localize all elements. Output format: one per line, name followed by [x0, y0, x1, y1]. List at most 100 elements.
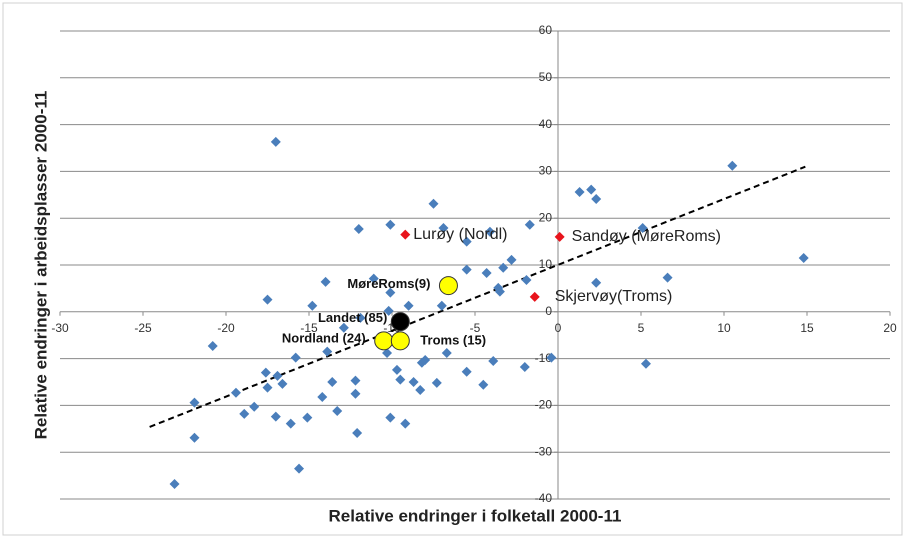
point [332, 406, 343, 417]
y-tick-label: -40 [535, 491, 553, 505]
point-label: MøreRoms(9) [347, 276, 430, 291]
point [352, 428, 363, 439]
x-tick-label: -15 [300, 321, 318, 335]
point [478, 379, 489, 390]
point [307, 300, 318, 311]
point [385, 287, 396, 298]
y-tick-label: -20 [535, 398, 553, 412]
x-tick-label: 5 [638, 321, 645, 335]
y-tick-label: 40 [539, 117, 553, 131]
y-tick-label: 30 [539, 164, 553, 178]
point [461, 366, 472, 377]
point-label: Nordland (24) [282, 330, 366, 345]
point [400, 418, 411, 429]
y-tick-label: 0 [545, 304, 552, 318]
point [270, 136, 281, 147]
point [169, 479, 180, 490]
point [189, 432, 200, 443]
point [262, 382, 273, 393]
point [524, 219, 535, 230]
y-tick-label: -30 [535, 444, 553, 458]
point [506, 254, 517, 265]
x-tick-label: -5 [470, 321, 481, 335]
point [385, 219, 396, 230]
point-label: Lurøy (Nordl) [413, 226, 507, 243]
point [436, 300, 447, 311]
point [285, 418, 296, 429]
point [431, 377, 442, 388]
point [586, 184, 597, 195]
point [727, 160, 738, 171]
x-tick-label: 15 [800, 321, 814, 335]
point [529, 291, 540, 302]
point [498, 262, 509, 273]
point [317, 391, 328, 402]
point [249, 401, 260, 412]
point [640, 358, 651, 369]
point [416, 357, 427, 368]
point [395, 374, 406, 385]
point [481, 267, 492, 278]
y-tick-label: 20 [539, 210, 553, 224]
point [798, 252, 809, 263]
point [189, 397, 200, 408]
point [390, 331, 410, 351]
point [591, 194, 602, 205]
x-tick-label: 0 [555, 321, 562, 335]
point [662, 272, 673, 283]
point-label: Skjervøy(Troms) [555, 288, 673, 305]
point [441, 347, 452, 358]
point [374, 331, 394, 351]
point [272, 370, 283, 381]
point [270, 411, 281, 422]
x-tick-label: 10 [717, 321, 731, 335]
point [302, 412, 313, 423]
point [338, 322, 349, 333]
point [207, 340, 218, 351]
x-tick-label: -30 [51, 321, 69, 335]
point [438, 223, 449, 234]
y-tick-label: 50 [539, 70, 553, 84]
point [290, 352, 301, 363]
point [484, 226, 495, 237]
point [519, 362, 530, 373]
trendline [149, 165, 806, 428]
point [294, 463, 305, 474]
point [353, 223, 364, 234]
y-tick-label: 10 [539, 257, 553, 271]
point-label: Sandøy (MøreRoms) [572, 228, 721, 245]
point [239, 408, 250, 419]
point [368, 273, 379, 284]
point [327, 377, 338, 387]
point [382, 347, 393, 358]
point-label: Landet (85) [318, 310, 387, 325]
point [322, 346, 333, 357]
point [461, 236, 472, 247]
point [260, 367, 271, 378]
point [494, 286, 505, 297]
x-tick-label: 20 [883, 321, 897, 335]
point [403, 300, 414, 311]
y-tick-label: -10 [535, 351, 553, 365]
point [428, 198, 439, 209]
point [350, 375, 361, 386]
point [400, 229, 411, 240]
point [383, 305, 394, 316]
point [488, 355, 499, 366]
point [554, 231, 565, 242]
point [438, 276, 458, 296]
point [461, 264, 472, 275]
point [355, 312, 366, 323]
point [521, 274, 532, 285]
point [574, 186, 585, 197]
point [320, 276, 331, 287]
x-tick-label: -20 [217, 321, 235, 335]
y-axis-title: Relative endringer i arbeidsplasser 2000… [31, 91, 50, 440]
point [350, 388, 361, 399]
chart-frame [2, 2, 903, 536]
point [591, 277, 602, 288]
y-tick-label: 60 [539, 23, 553, 37]
point [230, 387, 241, 398]
point [390, 312, 410, 332]
